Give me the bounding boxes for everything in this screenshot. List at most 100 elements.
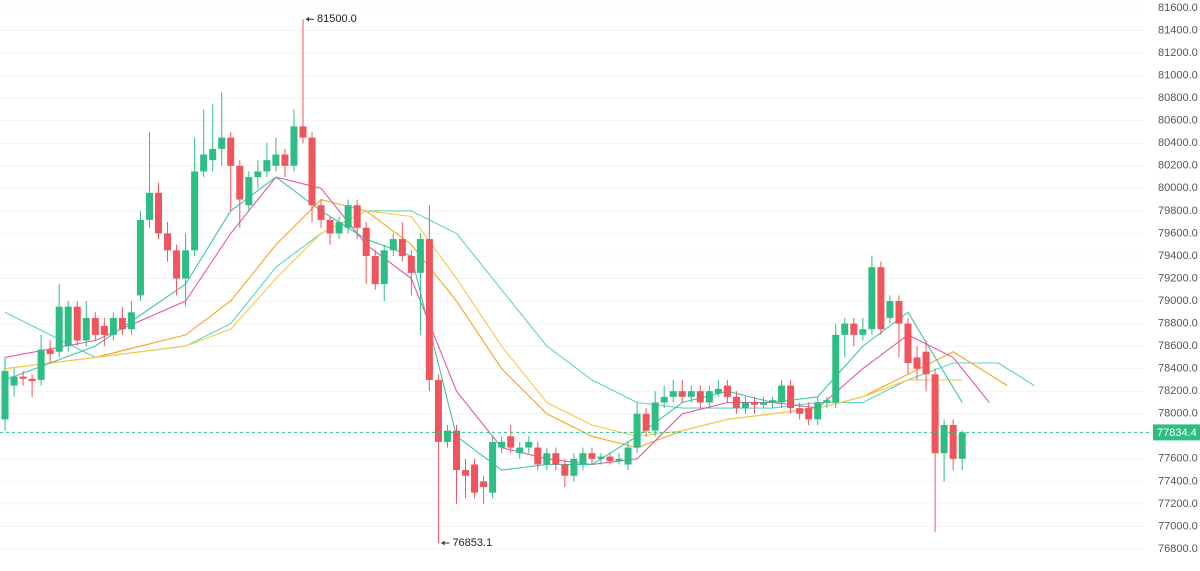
y-tick-label: 79600.0	[1158, 227, 1198, 239]
candle-body	[732, 396, 740, 409]
candle-body	[10, 376, 18, 386]
indicator-line	[4, 176, 990, 466]
y-tick-label: 81000.0	[1158, 70, 1198, 82]
candle-body	[489, 441, 497, 493]
candle-body	[335, 222, 343, 234]
candle-body	[416, 239, 424, 273]
candle-body	[769, 400, 777, 403]
candle-body	[317, 205, 325, 220]
candle-body	[534, 447, 542, 465]
annotation-arrowhead	[305, 16, 309, 22]
candle-body	[1, 370, 9, 420]
candle-body	[642, 413, 650, 431]
y-tick-label: 78200.0	[1158, 385, 1198, 397]
annotation-label: 81500.0	[317, 13, 357, 25]
candle-body	[425, 239, 433, 380]
candle-body	[552, 453, 560, 465]
y-tick-label: 81200.0	[1158, 47, 1198, 59]
candle-body	[606, 456, 614, 462]
y-tick-label: 81400.0	[1158, 24, 1198, 36]
y-tick-label: 79000.0	[1158, 295, 1198, 307]
candle-body	[841, 323, 849, 335]
candle-body	[696, 391, 704, 403]
candle-body	[100, 325, 108, 335]
candle-body	[73, 306, 81, 341]
candle-body	[191, 171, 199, 251]
candle-body	[579, 453, 587, 465]
y-tick-label: 78800.0	[1158, 317, 1198, 329]
y-tick-label: 80600.0	[1158, 115, 1198, 127]
candle-body	[471, 464, 479, 493]
candle-body	[272, 154, 280, 166]
candle-body	[904, 323, 912, 364]
candle-body	[705, 391, 713, 403]
y-tick-label: 77600.0	[1158, 453, 1198, 465]
candle-body	[561, 464, 569, 476]
candle-body	[958, 432, 966, 459]
y-tick-label: 78400.0	[1158, 363, 1198, 375]
candle-body	[299, 126, 307, 138]
candle-body	[940, 425, 948, 454]
y-tick-label: 77000.0	[1158, 520, 1198, 532]
candle-body	[597, 456, 605, 459]
candle-body	[525, 441, 533, 448]
candle-body	[434, 379, 442, 442]
candle-body	[877, 267, 885, 330]
candle-body	[164, 233, 172, 251]
y-tick-label: 79400.0	[1158, 250, 1198, 262]
candle-body	[136, 219, 144, 296]
candle-body	[859, 329, 867, 335]
y-tick-label: 79800.0	[1158, 205, 1198, 217]
candle-body	[814, 402, 822, 420]
candle-body	[55, 306, 63, 352]
candle-body	[173, 250, 181, 279]
candle-body	[109, 317, 117, 335]
candle-body	[805, 408, 813, 420]
candle-body	[714, 388, 722, 394]
candle-body	[155, 192, 163, 234]
candle-body	[453, 430, 460, 471]
y-tick-label: 76800.0	[1158, 543, 1198, 555]
candle-body	[633, 413, 641, 448]
candle-body	[787, 385, 795, 409]
y-tick-label: 80800.0	[1158, 92, 1198, 104]
candle-body	[651, 402, 659, 431]
y-tick-label: 77400.0	[1158, 475, 1198, 487]
candle-body	[353, 205, 361, 228]
candle-body	[118, 317, 126, 330]
candle-body	[46, 349, 54, 355]
candle-body	[227, 137, 235, 166]
candle-body	[182, 250, 190, 279]
candle-body	[678, 391, 686, 397]
candle-body	[723, 385, 731, 397]
indicator-line	[4, 210, 1035, 409]
candle-body	[407, 255, 415, 273]
candle-body	[570, 458, 578, 476]
candle-body	[615, 458, 623, 462]
candle-body	[28, 378, 36, 382]
candle-body	[362, 227, 370, 256]
last-price-box	[1153, 424, 1200, 441]
y-tick-label: 80200.0	[1158, 160, 1198, 172]
y-tick-label: 78600.0	[1158, 340, 1198, 352]
candle-body	[669, 391, 677, 397]
candle-body	[687, 391, 695, 397]
candle-body	[145, 192, 153, 220]
candle-body	[290, 126, 298, 166]
candle-body	[624, 447, 632, 465]
candle-body	[895, 301, 903, 324]
candle-body	[209, 148, 217, 161]
candle-body	[218, 137, 226, 149]
candle-body	[462, 470, 470, 476]
candle-body	[850, 323, 858, 335]
y-tick-label: 80400.0	[1158, 137, 1198, 149]
candle-body	[200, 154, 208, 172]
candle-body	[750, 402, 758, 405]
candle-body	[281, 154, 289, 166]
candle-body	[543, 453, 551, 465]
candle-body	[949, 425, 957, 459]
candle-body	[308, 137, 316, 206]
candle-body	[254, 171, 262, 178]
candle-body	[245, 177, 253, 206]
